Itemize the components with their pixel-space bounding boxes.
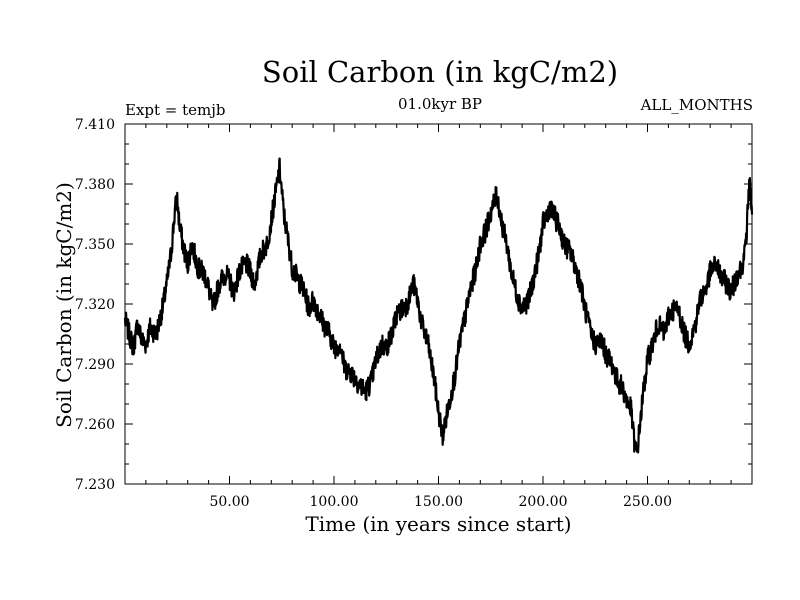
y-axis-label: Soil Carbon (in kgC/m2) [52,182,76,428]
x-tick-label: 200.00 [519,494,568,510]
chart-title: Soil Carbon (in kgC/m2) [261,55,619,89]
series-line-soil-carbon [123,157,754,454]
x-tick-labels: 50.00 100.00 150.00 200.00 250.00 [209,494,672,510]
x-minor-ticks [124,124,753,484]
y-tick-label: 7.290 [75,357,115,373]
months-label: ALL_MONTHS [640,96,753,114]
y-tick-label: 7.410 [75,117,115,133]
y-tick-label: 7.350 [75,237,115,253]
x-axis-label: Time (in years since start) [305,512,572,536]
y-tick-label: 7.320 [75,297,115,313]
y-tick-label: 7.380 [75,177,115,193]
y-tick-label: 7.260 [75,417,115,433]
x-tick-label: 50.00 [209,494,249,510]
x-tick-label: 250.00 [623,494,672,510]
x-tick-label: 100.00 [310,494,359,510]
x-tick-label: 150.00 [414,494,463,510]
chart-subtitle: 01.0kyr BP [397,95,483,113]
y-tick-labels: 7.230 7.260 7.290 7.320 7.350 7.380 7.410 [75,117,115,493]
plot-frame [124,123,753,485]
y-tick-label: 7.230 [75,477,115,493]
experiment-label: Expt = temjb [125,101,226,119]
x-major-ticks [229,124,648,484]
y-ticks [125,123,752,485]
